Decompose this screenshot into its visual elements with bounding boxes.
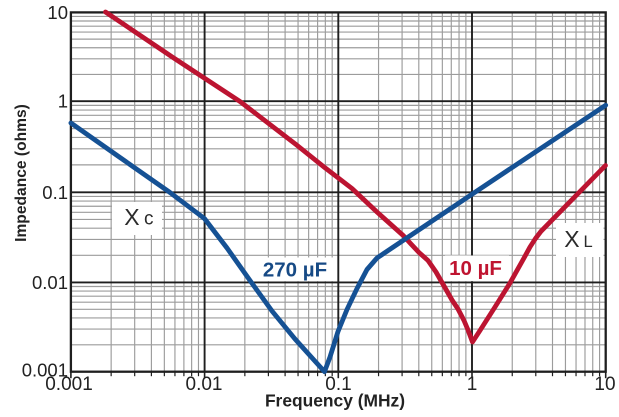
svg-text:1: 1 xyxy=(58,91,68,112)
svg-text:1: 1 xyxy=(467,374,478,395)
svg-text:0.01: 0.01 xyxy=(186,374,223,395)
svg-text:0.1: 0.1 xyxy=(325,374,351,395)
svg-text:L: L xyxy=(584,233,593,251)
svg-text:c: c xyxy=(144,209,154,230)
svg-text:0.1: 0.1 xyxy=(42,182,68,203)
svg-text:X: X xyxy=(564,226,579,252)
svg-text:10 µF: 10 µF xyxy=(449,257,502,280)
svg-text:0.001: 0.001 xyxy=(45,374,93,395)
svg-text:0.001: 0.001 xyxy=(22,360,68,381)
svg-text:X: X xyxy=(124,204,139,230)
svg-text:Impedance (ohms): Impedance (ohms) xyxy=(13,104,30,242)
svg-text:10: 10 xyxy=(594,374,615,395)
svg-text:0.01: 0.01 xyxy=(32,272,68,293)
svg-text:10: 10 xyxy=(47,2,68,23)
svg-text:270 µF: 270 µF xyxy=(263,259,327,282)
svg-text:Frequency (MHz): Frequency (MHz) xyxy=(265,391,405,411)
